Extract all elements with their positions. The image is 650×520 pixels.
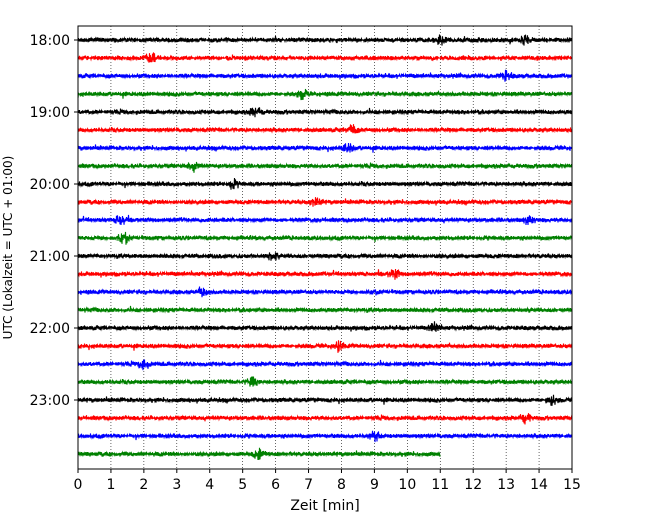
x-tick-label: 0: [74, 477, 83, 493]
trace-line: [77, 69, 573, 82]
trace-line: [77, 359, 573, 371]
grid-lines: [110, 26, 540, 469]
x-tick-label: 4: [205, 477, 214, 493]
x-tick-label: 2: [139, 477, 148, 493]
trace-line: [77, 376, 573, 387]
trace-line: [77, 321, 573, 332]
x-tick-label: 15: [563, 477, 581, 493]
y-tick-label: 21:00: [30, 249, 70, 265]
trace-line: [77, 107, 573, 118]
x-tick-label: 11: [431, 477, 449, 493]
trace-line: [77, 430, 573, 443]
x-axis-label: Zeit [min]: [290, 498, 359, 514]
trace-line: [77, 286, 573, 298]
x-tick-label: 8: [337, 477, 346, 493]
x-tick-label: 6: [271, 477, 280, 493]
trace-line: [77, 142, 573, 153]
trace-line: [77, 231, 573, 245]
x-tick-label: 5: [238, 477, 247, 493]
trace-line: [77, 161, 573, 173]
x-tick-label: 10: [398, 477, 416, 493]
trace-line: [77, 214, 573, 226]
traces: [77, 34, 573, 460]
trace-line: [77, 124, 573, 134]
trace-line: [77, 197, 573, 207]
y-tick-label: 18:00: [30, 33, 70, 49]
trace-line: [77, 269, 573, 280]
trace-line: [77, 252, 573, 261]
trace-line: [77, 394, 573, 406]
x-tick-label: 9: [370, 477, 379, 493]
y-axis-label: UTC (Lokalzeit = UTC + 01:00): [1, 156, 15, 340]
y-axis: 18:00 19:00 20:00 21:00 22:00 23:00: [30, 33, 78, 409]
trace-line: [77, 52, 573, 63]
trace-line: [77, 413, 573, 425]
x-tick-label: 14: [530, 477, 548, 493]
x-tick-label: 1: [106, 477, 115, 493]
trace-line: [77, 340, 573, 353]
x-tick-label: 7: [304, 477, 313, 493]
y-tick-label: 22:00: [30, 321, 70, 337]
x-tick-label: 12: [464, 477, 482, 493]
trace-line: [77, 305, 573, 314]
trace-line: [77, 447, 441, 460]
y-tick-label: 20:00: [30, 177, 70, 193]
x-axis: 0 1 2 3 4 5 6 7 8 9 10 11 12 13 14 15: [74, 469, 581, 493]
x-tick-label: 13: [497, 477, 515, 493]
trace-line: [77, 88, 573, 101]
x-tick-label: 3: [172, 477, 181, 493]
trace-line: [77, 177, 573, 190]
y-tick-label: 23:00: [30, 393, 70, 409]
plot-frame: [77, 25, 573, 470]
trace-line: [77, 34, 573, 46]
y-tick-label: 19:00: [30, 105, 70, 121]
